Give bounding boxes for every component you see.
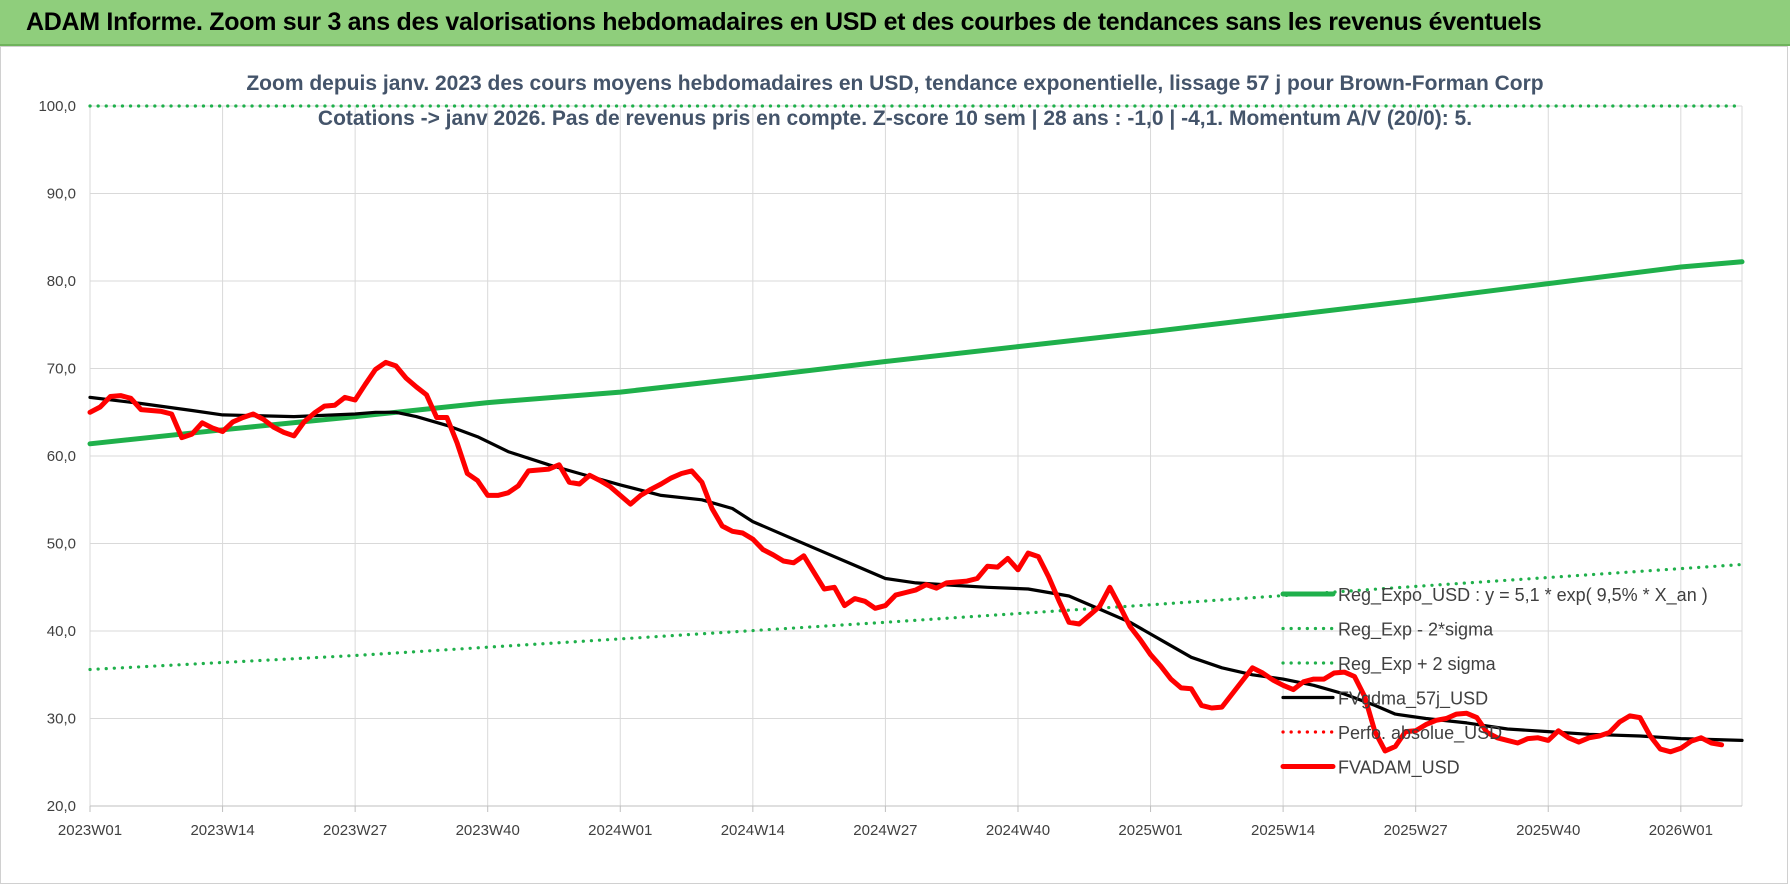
chart-frame — [0, 46, 1788, 884]
y-axis-ticks: 20,0 30,0 40,0 50,0 60,0 70,0 80,0 90,0 100,0 — [38, 98, 76, 815]
x-tick-label: 2023W01 — [58, 822, 122, 839]
series-reg-exp-2-sigma — [88, 562, 1744, 672]
legend-label: Perfo. absolue_USD — [1338, 723, 1502, 744]
y-tick-label: 50,0 — [47, 536, 76, 553]
series-lines — [87, 104, 1745, 755]
legend: Reg_Expo_USD : y = 5,1 * exp( 9,5% * X_a… — [1280, 585, 1708, 779]
x-tick-label: 2025W40 — [1516, 822, 1580, 839]
legend-label: Reg_Exp - 2*sigma — [1338, 620, 1494, 641]
y-tick-label: 70,0 — [47, 361, 76, 378]
legend-label: FVADAM_USD — [1338, 758, 1460, 779]
x-tick-label: 2024W40 — [986, 822, 1050, 839]
grid-lines — [89, 105, 1743, 812]
legend-label: FVgdma_57j_USD — [1338, 689, 1488, 710]
series-reg-expo-usd — [87, 259, 1745, 447]
header-title: ADAM Informe. Zoom sur 3 ans des valoris… — [26, 8, 1542, 36]
x-axis-ticks: 2023W01 2023W14 2023W27 2023W40 2024W01 2024W… — [58, 822, 1713, 839]
x-tick-label: 2025W27 — [1384, 822, 1448, 839]
legend-label: Reg_Exp + 2 sigma — [1338, 654, 1497, 675]
x-tick-label: 2023W14 — [190, 822, 254, 839]
y-tick-label: 20,0 — [47, 798, 76, 815]
y-tick-label: 40,0 — [47, 623, 76, 640]
series-fvgdma-57j-usd — [88, 395, 1744, 742]
x-tick-label: 2023W40 — [456, 822, 520, 839]
y-tick-label: 80,0 — [47, 273, 76, 290]
chart-title-line1: Zoom depuis janv. 2023 des cours moyens … — [246, 72, 1544, 95]
header-bar: ADAM Informe. Zoom sur 3 ans des valoris… — [0, 0, 1790, 46]
y-tick-label: 60,0 — [47, 448, 76, 465]
y-tick-label: 30,0 — [47, 711, 76, 728]
x-tick-label: 2024W01 — [588, 822, 652, 839]
series-fvadam-usd — [87, 359, 1725, 755]
x-tick-label: 2023W27 — [323, 822, 387, 839]
x-tick-label: 2026W01 — [1649, 822, 1713, 839]
legend-label: Reg_Expo_USD : y = 5,1 * exp( 9,5% * X_a… — [1338, 585, 1708, 606]
x-tick-label: 2024W14 — [721, 822, 785, 839]
x-tick-label: 2025W14 — [1251, 822, 1315, 839]
y-tick-label: 100,0 — [38, 98, 76, 115]
x-tick-label: 2025W01 — [1118, 822, 1182, 839]
y-tick-label: 90,0 — [47, 186, 76, 203]
x-tick-label: 2024W27 — [853, 822, 917, 839]
chart-title-line2: Cotations -> janv 2026. Pas de revenus p… — [317, 107, 1473, 130]
